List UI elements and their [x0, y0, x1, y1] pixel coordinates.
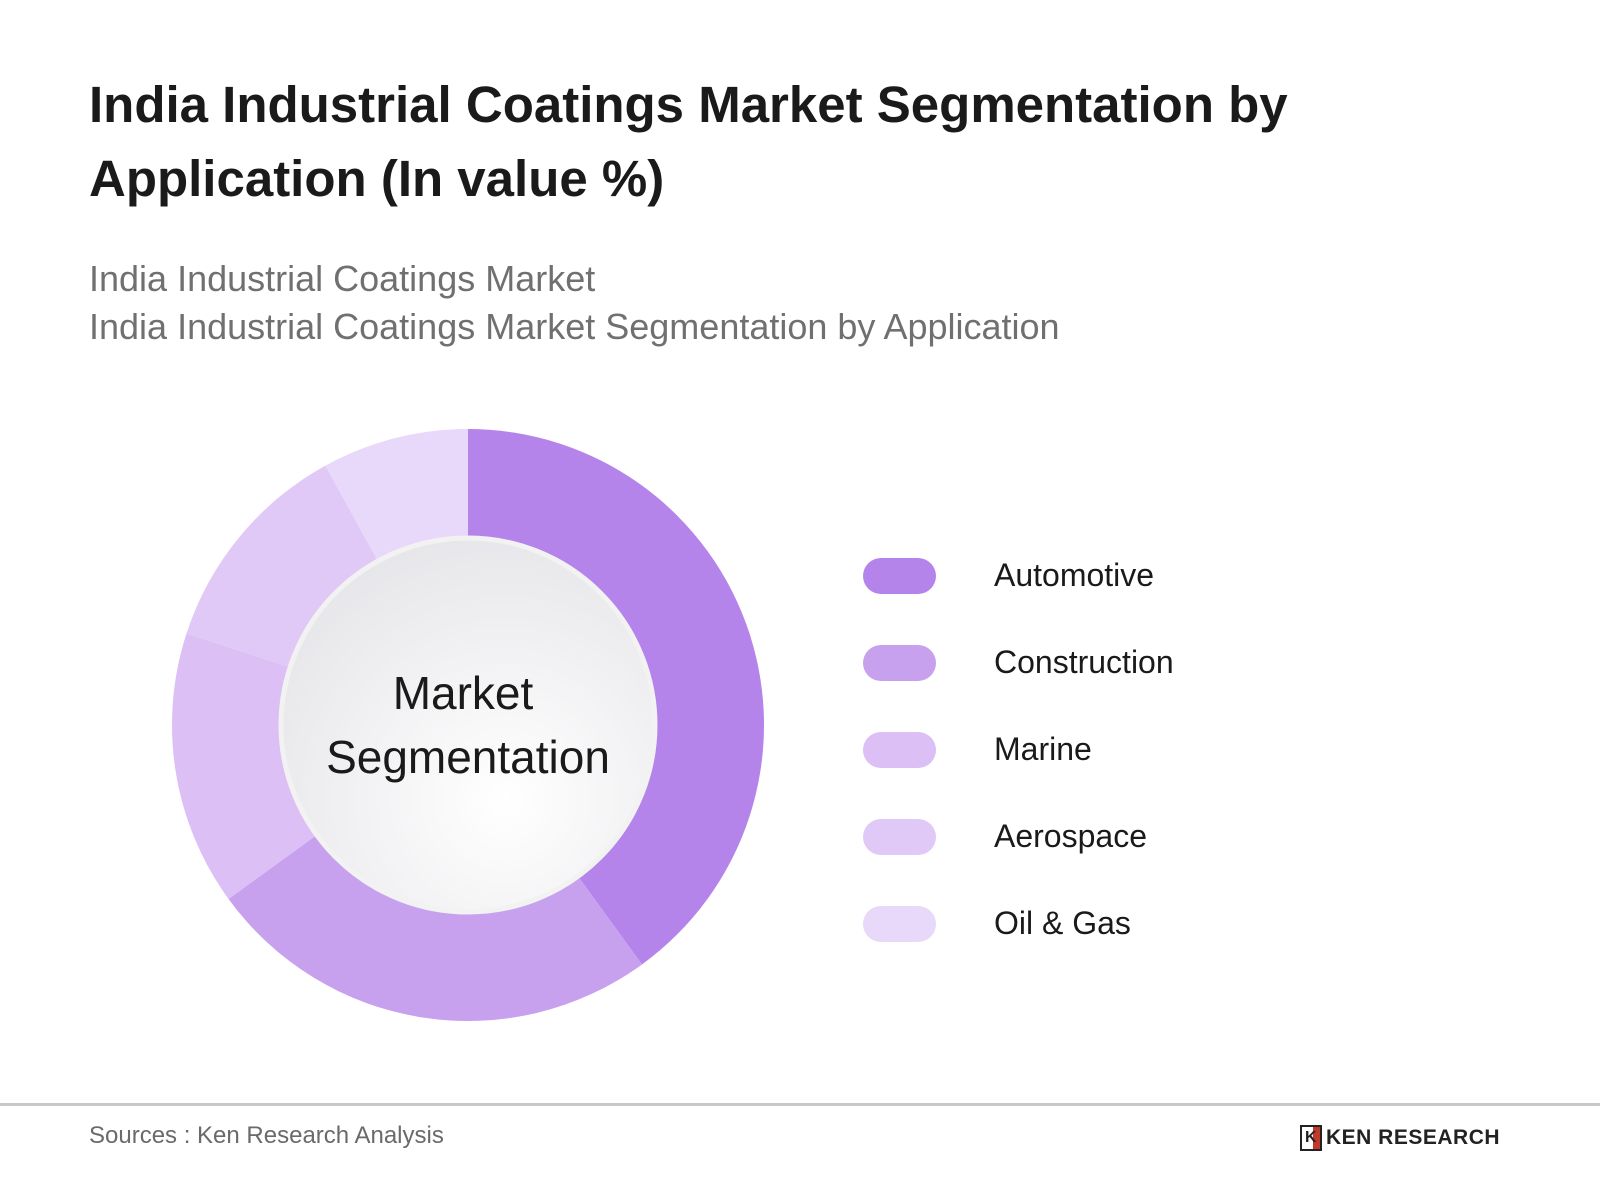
- center-label-line1: Market: [393, 667, 534, 719]
- legend: Automotive Construction Marine Aerospace Oil…: [863, 532, 1174, 967]
- legend-item: Aerospace: [863, 793, 1174, 880]
- legend-label: Oil & Gas: [994, 905, 1131, 941]
- legend-swatch: [863, 818, 936, 855]
- footer-divider: [0, 1103, 1600, 1106]
- subtitle-1: India Industrial Coatings Market: [89, 258, 596, 299]
- legend-label: Marine: [994, 731, 1092, 767]
- legend-swatch: [863, 731, 936, 768]
- center-label-line2: Segmentation: [326, 731, 610, 783]
- logo-k-icon: K: [1300, 1125, 1322, 1151]
- legend-label: Construction: [994, 644, 1174, 680]
- legend-label: Aerospace: [994, 818, 1147, 854]
- source-note: Sources : Ken Research Analysis: [89, 1122, 444, 1149]
- legend-item: Automotive: [863, 532, 1174, 619]
- legend-item: Oil & Gas: [863, 880, 1174, 967]
- ken-research-logo: K KEN RESEARCH: [1300, 1125, 1500, 1151]
- legend-swatch: [863, 644, 936, 681]
- legend-label: Automotive: [994, 557, 1155, 593]
- subtitle-2: India Industrial Coatings Market Segment…: [89, 306, 1060, 347]
- legend-swatch: [863, 905, 936, 942]
- legend-item: Construction: [863, 619, 1174, 706]
- donut-center: [278, 535, 658, 915]
- legend-item: Marine: [863, 706, 1174, 793]
- legend-swatch: [863, 557, 936, 594]
- chart-title: India Industrial Coatings Market Segment…: [89, 76, 1288, 207]
